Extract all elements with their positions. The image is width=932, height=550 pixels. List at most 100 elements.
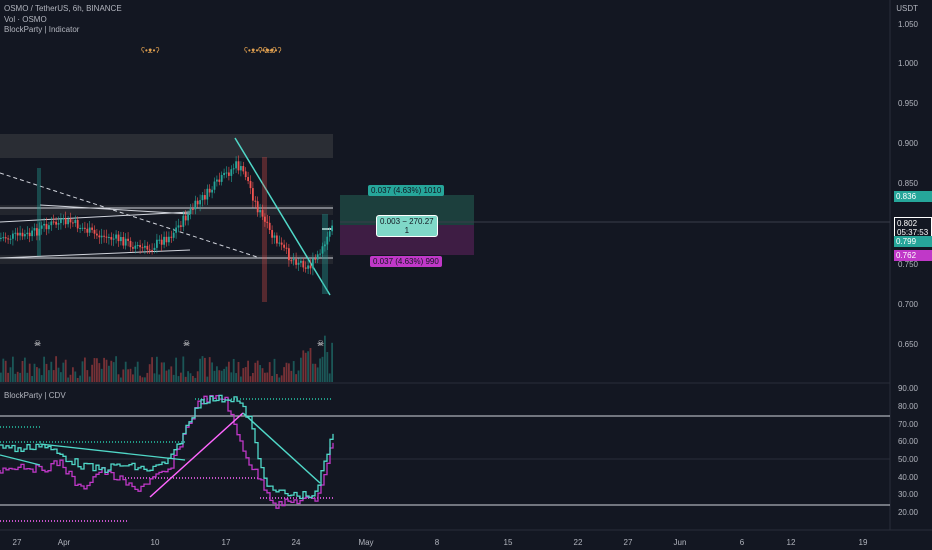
volume-bar — [206, 376, 209, 382]
volume-legend[interactable]: Vol · OSMO — [4, 15, 47, 24]
price-tick: 0.750 — [897, 260, 918, 269]
volume-bar — [33, 363, 36, 382]
candle-body — [240, 166, 242, 171]
cdv-tick: 80.00 — [897, 402, 918, 411]
position-stop-label[interactable]: 0.037 (4.63%) 990 — [370, 256, 442, 267]
downtrend-line[interactable] — [234, 137, 331, 296]
candle-body — [314, 258, 317, 260]
cdv-downtrend-line[interactable] — [242, 412, 321, 484]
price-candles — [0, 155, 333, 276]
volume-bar — [228, 361, 230, 382]
volume-bar — [60, 372, 62, 382]
position-center-label[interactable]: 0.003 − 270.27 1 — [376, 215, 438, 237]
volume-bar — [218, 370, 221, 382]
volume-bar — [223, 368, 225, 382]
candle-body — [120, 237, 122, 242]
time-tick: 12 — [786, 538, 796, 547]
candle-body — [261, 210, 264, 217]
candle-body — [302, 260, 305, 268]
cdv-uptrend-line[interactable] — [149, 412, 244, 498]
candle-body — [254, 200, 257, 202]
position-ratio: 1 — [404, 226, 410, 235]
candle-body — [45, 223, 48, 230]
time-tick: 15 — [503, 538, 513, 547]
cdv-legend[interactable]: BlockParty | CDV — [4, 391, 66, 400]
volume-bar — [103, 357, 105, 382]
candle-body — [244, 171, 247, 178]
candle-body — [148, 249, 151, 251]
candle-body — [14, 232, 17, 234]
volume-bar — [256, 360, 259, 382]
candle-body — [108, 237, 110, 239]
candle-body — [218, 179, 221, 182]
candle-body — [165, 236, 168, 243]
candle-body — [151, 250, 153, 252]
candle-body — [266, 221, 269, 223]
candle-body — [105, 236, 108, 238]
volume-bar — [136, 361, 139, 382]
volume-bar — [309, 348, 312, 382]
cdv-tick: 90.00 — [897, 384, 918, 393]
candle-body — [175, 227, 177, 233]
volume-bar — [244, 367, 247, 382]
candle-body — [12, 233, 14, 239]
volume-bar — [192, 375, 194, 382]
candle-body — [57, 223, 60, 225]
cdv-tick: 50.00 — [897, 455, 918, 464]
volume-bar — [199, 358, 201, 382]
volume-bar — [48, 370, 50, 382]
volume-bar — [31, 376, 33, 382]
volume-bar — [9, 367, 12, 382]
candle-body — [110, 237, 113, 240]
candle-body — [331, 225, 333, 232]
volume-bar — [38, 368, 41, 382]
time-tick: May — [358, 538, 374, 547]
candle-body — [180, 225, 182, 227]
candle-body — [2, 237, 5, 239]
volume-bar — [307, 351, 309, 382]
candle-body — [31, 230, 33, 237]
symbol-title[interactable]: OSMO / TetherUS, 6h, BINANCE — [4, 4, 122, 13]
volume-bar — [52, 370, 55, 382]
volume-bar — [254, 362, 257, 382]
volume-bar — [21, 360, 24, 382]
volume-bar — [129, 368, 132, 382]
volume-bar — [0, 372, 2, 382]
volume-bar — [312, 363, 314, 382]
volume-bar — [220, 370, 223, 382]
volume-bar — [196, 371, 199, 382]
volume-bar — [55, 356, 57, 382]
volume-bar — [156, 356, 158, 382]
candle-body — [177, 225, 180, 228]
volume-bar — [105, 359, 108, 382]
candle-body — [4, 237, 7, 239]
volume-bar — [115, 356, 117, 382]
candle-body — [232, 168, 235, 170]
volume-bar — [43, 356, 45, 382]
volume-bar — [216, 366, 218, 382]
time-tick: 19 — [858, 538, 868, 547]
candle-body — [91, 227, 93, 230]
candle-body — [326, 236, 329, 245]
candle-body — [21, 232, 24, 237]
price-tick: 0.700 — [897, 300, 918, 309]
candle-body — [158, 239, 161, 241]
position-target-label[interactable]: 0.037 (4.63%) 1010 — [368, 185, 445, 196]
candle-body — [98, 235, 101, 238]
candle-body — [76, 219, 79, 229]
volume-bar — [57, 367, 60, 382]
volume-bar — [292, 361, 295, 382]
volume-bar — [24, 357, 26, 382]
volume-bar — [28, 363, 31, 382]
volume-bar — [285, 362, 288, 382]
candle-body — [136, 245, 139, 247]
candle-body — [38, 228, 41, 236]
volume-bar — [117, 374, 120, 382]
mid-zone — [0, 205, 333, 215]
candle-body — [297, 262, 300, 265]
candle-body — [100, 235, 103, 238]
indicator-legend[interactable]: BlockParty | Indicator — [4, 25, 80, 34]
candle-body — [112, 238, 115, 240]
volume-bar — [259, 365, 261, 382]
